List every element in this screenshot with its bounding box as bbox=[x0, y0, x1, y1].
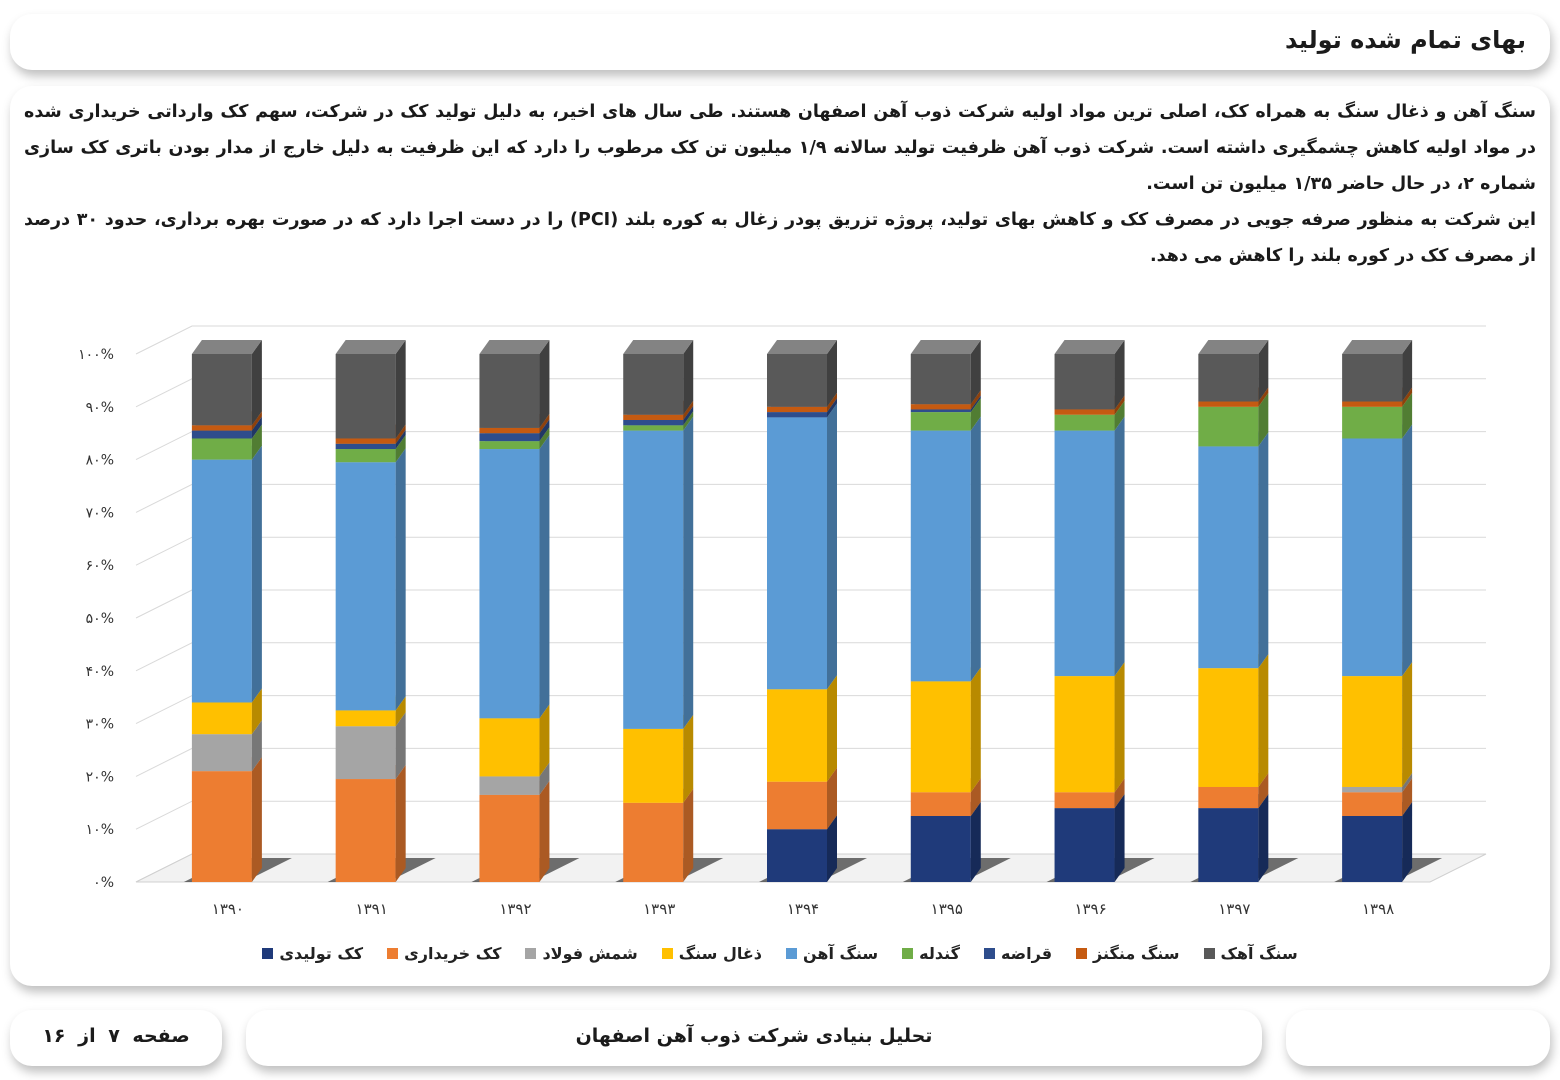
y-tick-label: ۱۰% bbox=[86, 822, 114, 838]
bar-segment bbox=[1054, 794, 1125, 882]
legend-label: سنگ منگنز bbox=[1093, 944, 1180, 963]
bar-segment bbox=[479, 435, 550, 719]
body-text: سنگ آهن و ذغال سنگ به همراه کک، اصلی تری… bbox=[24, 94, 1536, 274]
legend-item: ذغال سنگ bbox=[661, 944, 762, 963]
footer-logo-card bbox=[1286, 1010, 1550, 1066]
bar-segment bbox=[1198, 340, 1269, 402]
legend-swatch bbox=[785, 948, 797, 959]
legend-label: شمش فولاد bbox=[542, 944, 638, 963]
y-tick-label: ۳۰% bbox=[86, 717, 114, 733]
bar-segment bbox=[1342, 802, 1413, 882]
legend-swatch bbox=[902, 948, 914, 959]
bar-segment bbox=[767, 675, 837, 782]
bar-segment bbox=[191, 757, 262, 882]
bar-segment bbox=[623, 714, 694, 803]
legend-swatch bbox=[525, 948, 537, 959]
legend-label: سنگ آهک bbox=[1220, 944, 1298, 963]
x-tick-label: ۱۳۹۱ bbox=[356, 900, 388, 918]
bar-segment bbox=[1342, 340, 1413, 402]
bar-segment bbox=[1054, 416, 1125, 677]
chart-legend: سنگ آهک سنگ منگنز قراضه گندله سنگ آهن ذغال سن… bbox=[0, 944, 1560, 963]
bar-segment bbox=[335, 448, 406, 711]
bar-segment bbox=[335, 765, 406, 882]
stacked-bar-chart: ۰%۱۰%۲۰%۳۰%۴۰%۵۰%۶۰%۷۰%۸۰%۹۰%۱۰۰% ۱۳۹۰ ۱۳… bbox=[78, 325, 1487, 918]
bar-segment bbox=[767, 815, 837, 882]
page-title: بهای تمام شده تولید bbox=[1285, 26, 1526, 54]
paragraph-2: این شرکت به منظور صرفه جویی در مصرف کک و… bbox=[24, 210, 1536, 266]
bar-segment bbox=[767, 340, 837, 407]
legend-label: گندله bbox=[919, 944, 960, 963]
y-tick-label: ۵۰% bbox=[86, 611, 114, 627]
x-axis: ۱۳۹۰ ۱۳۹۱ ۱۳۹۲ ۱۳۹۳ ۱۳۹۴ ۱۳۹۵ ۱۳۹۶ ۱۳۹۷ ۱۳۹۸ bbox=[212, 900, 1394, 918]
legend-swatch bbox=[983, 948, 995, 959]
bar-segment bbox=[479, 780, 550, 882]
page-number: صفحه ۷ از ۱۶ bbox=[42, 1025, 190, 1047]
y-tick-label: ۱۰۰% bbox=[78, 347, 114, 363]
legend-label: ذغال سنگ bbox=[678, 944, 762, 963]
y-tick-label: ۰% bbox=[93, 875, 114, 891]
bar-segment bbox=[1198, 794, 1269, 882]
bar-segment bbox=[623, 416, 694, 729]
bar-segment bbox=[335, 340, 406, 439]
x-tick-label: ۱۳۹۷ bbox=[1218, 900, 1250, 918]
bar-segment bbox=[191, 445, 262, 703]
footer-title-card: تحلیل بنیادی شرکت ذوب آهن اصفهان bbox=[246, 1010, 1262, 1066]
bar-segment bbox=[910, 416, 981, 682]
x-tick-label: ۱۳۹۰ bbox=[212, 900, 244, 918]
bar-segment bbox=[479, 340, 550, 428]
legend-swatch bbox=[262, 948, 274, 959]
legend-item: سنگ آهک bbox=[1203, 944, 1298, 963]
legend-item: کک خریداری bbox=[387, 944, 501, 963]
legend-label: سنگ آهن bbox=[802, 944, 879, 963]
x-tick-label: ۱۳۹۸ bbox=[1362, 900, 1394, 918]
bar-segment bbox=[910, 340, 981, 405]
footer-title: تحلیل بنیادی شرکت ذوب آهن اصفهان bbox=[575, 1025, 933, 1047]
page-number-card: صفحه ۷ از ۱۶ bbox=[10, 1010, 222, 1066]
legend-item: سنگ آهن bbox=[785, 944, 879, 963]
legend-item: گندله bbox=[902, 944, 960, 963]
bars bbox=[183, 340, 1443, 882]
y-tick-label: ۶۰% bbox=[86, 558, 114, 574]
bar-segment bbox=[1342, 424, 1413, 677]
x-tick-label: ۱۳۹۲ bbox=[499, 900, 531, 918]
legend-swatch bbox=[387, 948, 399, 959]
bar-segment bbox=[910, 667, 981, 793]
legend-item: قراضه bbox=[983, 944, 1053, 963]
x-tick-label: ۱۳۹۶ bbox=[1074, 900, 1106, 918]
y-tick-label: ۴۰% bbox=[86, 664, 114, 680]
legend-swatch bbox=[1076, 948, 1088, 959]
bar-segment bbox=[1054, 662, 1125, 793]
bar-segment bbox=[623, 340, 694, 415]
gridline bbox=[135, 325, 1486, 355]
legend-label: کک تولیدی bbox=[279, 944, 364, 963]
y-tick-label: ۷۰% bbox=[86, 505, 114, 521]
bar-segment bbox=[1198, 432, 1269, 669]
bar-segment bbox=[767, 403, 837, 690]
y-tick-label: ۸۰% bbox=[86, 453, 114, 469]
x-tick-label: ۱۳۹۴ bbox=[787, 900, 819, 918]
legend-item: شمش فولاد bbox=[525, 944, 638, 963]
bar-segment bbox=[1054, 340, 1125, 410]
legend-label: کک خریداری bbox=[404, 944, 502, 963]
legend-label: قراضه bbox=[1000, 944, 1053, 963]
x-tick-label: ۱۳۹۵ bbox=[931, 900, 963, 918]
legend-swatch bbox=[1203, 948, 1215, 959]
bar-segment bbox=[191, 340, 262, 426]
header-card: بهای تمام شده تولید bbox=[10, 14, 1550, 70]
x-tick-label: ۱۳۹۳ bbox=[643, 900, 675, 918]
y-tick-label: ۲۰% bbox=[86, 769, 114, 785]
paragraph-1: سنگ آهن و ذغال سنگ به همراه کک، اصلی تری… bbox=[24, 102, 1537, 194]
legend-item: کک تولیدی bbox=[262, 944, 363, 963]
bar-segment bbox=[1198, 654, 1269, 787]
legend-item: سنگ منگنز bbox=[1076, 944, 1180, 963]
bar-segment bbox=[1342, 662, 1413, 787]
legend-swatch bbox=[661, 948, 673, 959]
y-tick-label: ۹۰% bbox=[86, 400, 114, 416]
y-axis: ۰% ۱۰% ۲۰% ۳۰% ۴۰% ۵۰% ۶۰% ۷۰% ۸۰% ۹۰% ۱۰۰% bbox=[78, 347, 114, 891]
